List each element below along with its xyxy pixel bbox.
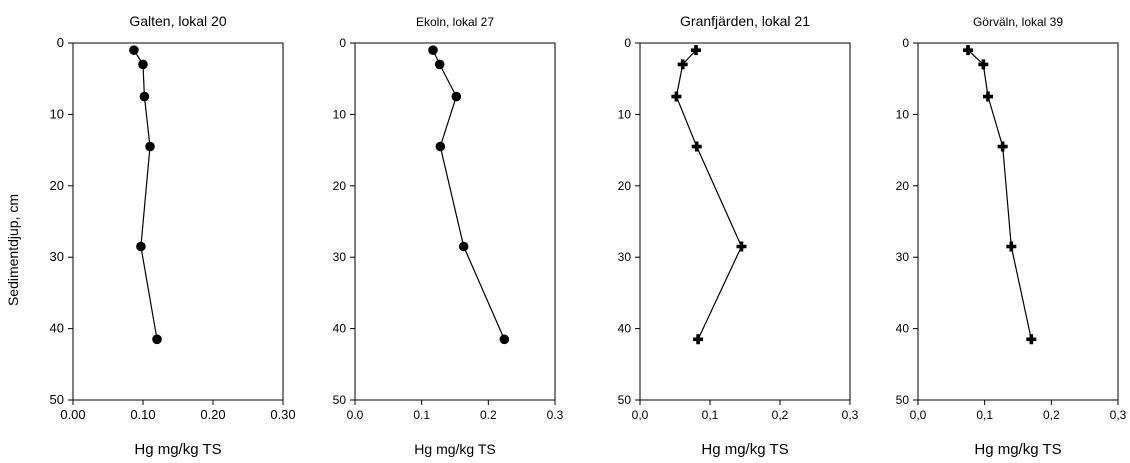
y-tick-label: 50 [333, 393, 347, 407]
y-tick-label: 0 [624, 36, 631, 50]
data-point [736, 241, 747, 252]
y-tick-label: 50 [50, 392, 64, 407]
chart-title: Granfjärden, lokal 21 [680, 13, 810, 29]
x-tick-label: 0.0 [347, 408, 364, 422]
chart-title: Galten, lokal 20 [129, 13, 226, 29]
y-axis-label: Sedimentdjup, cm [2, 194, 24, 306]
plot-frame [72, 42, 284, 401]
data-point [458, 241, 469, 252]
data-point [435, 141, 446, 152]
x-axis-label: Hg mg/kg TS [974, 441, 1061, 458]
x-axis-label: Hg mg/kg TS [701, 441, 788, 458]
y-tick-label: 30 [618, 250, 632, 264]
x-tick-label: 0.3 [547, 408, 564, 422]
x-tick-label: 0,0 [910, 408, 927, 422]
data-point [1006, 241, 1017, 252]
chart-panel-3: Granfjärden, lokal 21 0 10 20 30 40 500,0 0,1 0,… [618, 13, 859, 458]
y-tick-label: 50 [896, 393, 910, 407]
data-point [677, 59, 688, 70]
y-tick-label: 10 [333, 107, 347, 121]
data-point [129, 45, 139, 55]
y-tick-label: 10 [896, 107, 910, 121]
x-tick-label: 0,2 [772, 408, 789, 422]
data-point [983, 91, 993, 102]
data-point [671, 91, 682, 102]
y-tick-label: 20 [333, 179, 347, 193]
x-tick-label: 0,1 [702, 408, 719, 422]
data-point [693, 334, 704, 345]
y-tick-label: 40 [50, 321, 64, 336]
x-tick-label: 0,1 [976, 408, 993, 422]
data-point [152, 334, 162, 345]
data-point [1026, 334, 1037, 345]
series-line [967, 49, 1032, 340]
data-point [963, 45, 973, 56]
chart-panel-4: Görväln, lokal 39 0 10 20 30 40 500,0 0,1 0,2 0,3… [896, 15, 1127, 458]
x-tick-label: 0.2 [480, 408, 497, 422]
data-point [145, 141, 155, 152]
y-tick-label: 40 [896, 322, 910, 336]
y-tick-label: 20 [50, 178, 64, 193]
y-axis-label-text: Sedimentdjup, cm [5, 193, 21, 307]
plot-frame [354, 42, 556, 401]
x-tick-label: 0.20 [200, 407, 225, 422]
x-tick-label: 0,0 [632, 408, 649, 422]
y-tick-label: 30 [896, 250, 910, 264]
y-tick-label: 0 [339, 36, 346, 50]
y-tick-label: 0 [902, 36, 909, 50]
y-tick-label: 50 [618, 393, 632, 407]
data-point [136, 241, 146, 252]
y-tick-label: 0 [57, 35, 64, 50]
series-line [432, 49, 505, 340]
data-point [451, 91, 462, 102]
y-tick-label: 20 [896, 179, 910, 193]
y-tick-label: 40 [618, 322, 632, 336]
data-point [499, 334, 510, 345]
data-point [434, 59, 445, 70]
x-tick-label: 0,3 [842, 408, 859, 422]
x-tick-label: 0,3 [1110, 408, 1127, 422]
y-tick-label: 30 [333, 250, 347, 264]
x-tick-label: 0,2 [1043, 408, 1060, 422]
data-point [978, 59, 989, 70]
data-point [997, 141, 1008, 152]
x-tick-label: 0.10 [130, 407, 155, 422]
y-tick-label: 10 [618, 107, 632, 121]
x-tick-label: 0.00 [60, 407, 85, 422]
data-point [428, 45, 438, 55]
y-tick-label: 20 [618, 179, 632, 193]
chart-panel-1: Galten, lokal 20 0 10 20 30 40 500.00 0.10 0.20 0… [50, 13, 296, 458]
data-point [138, 59, 148, 70]
x-axis-label: Hg mg/kg TS [414, 441, 495, 457]
series-line [675, 49, 743, 340]
y-tick-label: 10 [50, 106, 64, 121]
x-axis-label: Hg mg/kg TS [134, 441, 221, 458]
data-point [691, 141, 702, 152]
data-point [139, 91, 150, 102]
y-tick-label: 30 [50, 249, 64, 264]
chart-title: Görväln, lokal 39 [973, 15, 1063, 29]
chart-panel-2: Ekoln, lokal 27 0 10 20 30 40 500.0 0.1 0.2 0.3 Hg… [333, 15, 564, 457]
plot-frame [639, 42, 851, 401]
y-tick-label: 40 [333, 322, 347, 336]
x-tick-label: 0.1 [413, 408, 430, 422]
chart-title: Ekoln, lokal 27 [416, 15, 494, 29]
plot-frame [917, 42, 1119, 401]
data-point [691, 45, 701, 56]
x-tick-label: 0.30 [270, 407, 295, 422]
